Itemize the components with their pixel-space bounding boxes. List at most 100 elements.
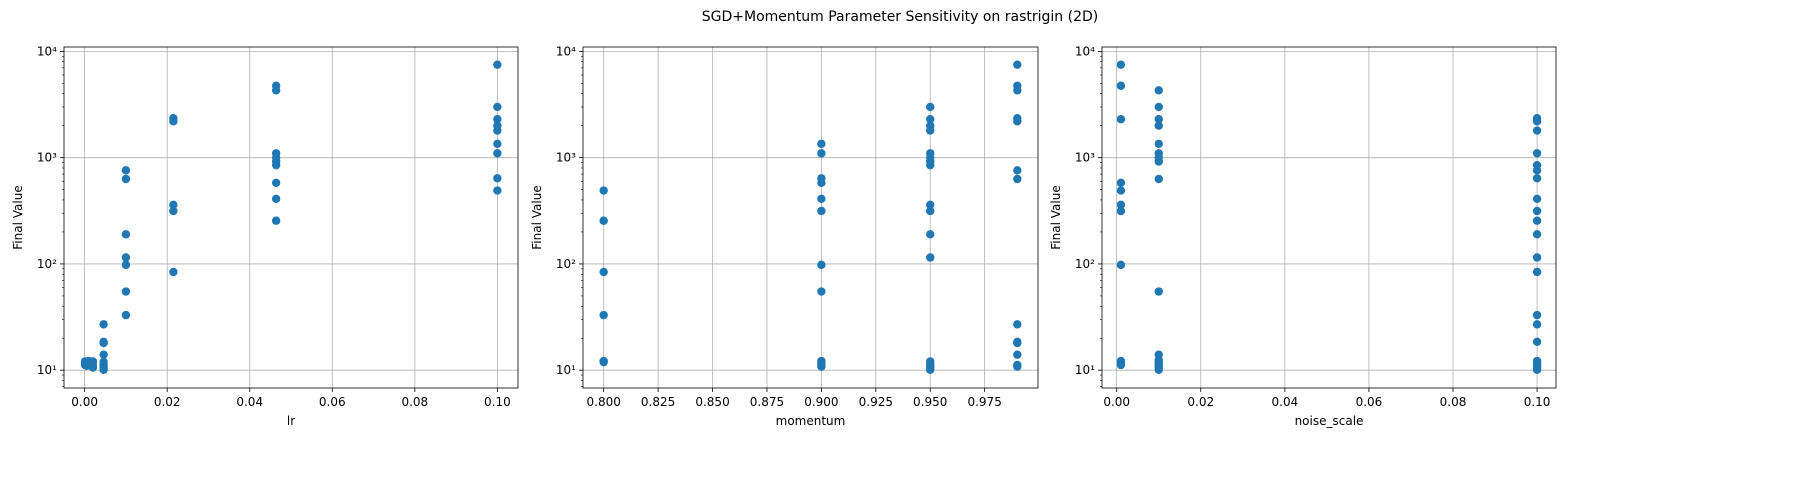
- y-tick-label: 10⁴: [556, 44, 576, 58]
- scatter-point: [121, 174, 131, 184]
- scatter-point: [817, 194, 826, 204]
- scatter-point: [599, 267, 608, 277]
- scatter-series: [1116, 60, 1542, 374]
- scatter-point: [271, 160, 281, 170]
- scatter-point: [493, 149, 502, 158]
- scatter-point: [169, 267, 178, 277]
- scatter-point: [926, 126, 935, 135]
- scatter-point: [1154, 86, 1163, 95]
- scatter-point: [1013, 174, 1022, 184]
- scatter-point: [599, 310, 608, 320]
- scatter-point: [1532, 149, 1542, 158]
- scatter-point: [1532, 337, 1542, 347]
- gridlines: [583, 47, 1038, 388]
- x-tick-label: 0.06: [319, 395, 346, 409]
- scatter-point: [493, 186, 502, 195]
- scatter-point: [121, 230, 131, 239]
- scatter-point: [1013, 117, 1022, 126]
- scatter-point: [99, 338, 108, 348]
- scatter-point: [926, 206, 935, 216]
- x-tick-label: 0.950: [913, 395, 947, 409]
- scatter-point: [1116, 200, 1126, 210]
- x-axis-label: noise_scale: [1295, 414, 1364, 428]
- scatter-point: [121, 310, 131, 320]
- scatter-point: [817, 260, 826, 270]
- axes-frame: [1101, 46, 1557, 389]
- scatter-point: [1013, 60, 1022, 69]
- scatter-point: [1116, 186, 1126, 195]
- scatter-point: [121, 166, 131, 175]
- x-tick-label: 0.00: [1103, 395, 1130, 409]
- scatter-point: [493, 115, 502, 124]
- x-tick-label: 0.850: [695, 395, 729, 409]
- scatter-point: [271, 216, 281, 225]
- scatter-point: [1532, 320, 1542, 329]
- scatter-point: [99, 350, 108, 359]
- x-tick-label: 0.875: [750, 395, 784, 409]
- scatter-point: [926, 230, 935, 239]
- scatter-series: [80, 60, 502, 374]
- scatter-point: [817, 178, 826, 188]
- x-tick-label: 0.825: [641, 395, 675, 409]
- gridlines: [1102, 47, 1556, 388]
- scatter-point: [1116, 206, 1126, 216]
- x-tick-label: 0.06: [1356, 395, 1383, 409]
- scatter-point: [926, 160, 935, 170]
- scatter-point: [169, 117, 178, 126]
- scatter-point: [1532, 267, 1542, 277]
- scatter-point: [1116, 60, 1126, 69]
- scatter-point: [1013, 166, 1022, 175]
- x-tick-label: 0.10: [484, 395, 511, 409]
- scatter-point: [1013, 320, 1022, 329]
- scatter-point: [1154, 287, 1163, 296]
- subplot-1: 0.00 0.02 0.04 0.06 0.08 0.10 lr 10¹ 10² 10³ 10⁴ Fi…: [11, 44, 519, 428]
- scatter-point: [817, 149, 826, 158]
- scatter-point: [1013, 86, 1022, 95]
- y-tick-label: 10²: [1075, 257, 1095, 271]
- x-axis: 0.800 0.825 0.850 0.875 0.900 0.925 0.950 0.975…: [587, 388, 1002, 428]
- scatter-point: [169, 206, 178, 216]
- scatter-point: [817, 139, 826, 149]
- x-tick-label: 0.08: [1440, 395, 1467, 409]
- scatter-point: [1154, 139, 1163, 149]
- subplot-2: 0.800 0.825 0.850 0.875 0.900 0.925 0.950 0.975…: [530, 44, 1039, 428]
- scatter-point: [121, 260, 131, 270]
- y-tick-label: 10¹: [1075, 363, 1095, 377]
- scatter-point: [1116, 360, 1126, 370]
- scatter-point: [1154, 115, 1163, 124]
- scatter-point: [1013, 338, 1022, 348]
- y-tick-label: 10³: [37, 151, 57, 165]
- x-tick-label: 0.800: [587, 395, 621, 409]
- x-tick-label: 0.02: [154, 395, 181, 409]
- scatter-point: [1532, 230, 1542, 239]
- scatter-point: [1532, 166, 1542, 175]
- scatter-point: [88, 357, 98, 366]
- axes-frame: [63, 46, 519, 389]
- scatter-point: [493, 174, 502, 183]
- scatter-point: [121, 287, 131, 296]
- y-axis-label: Final Value: [530, 185, 544, 249]
- x-tick-label: 0.925: [859, 395, 893, 409]
- x-tick-label: 0.10: [1524, 395, 1551, 409]
- scatter-point: [599, 186, 608, 195]
- scatter-point: [1154, 121, 1163, 130]
- x-tick-label: 0.975: [967, 395, 1001, 409]
- scatter-point: [1532, 253, 1542, 262]
- scatter-point: [1154, 365, 1163, 374]
- scatter-point: [1532, 126, 1542, 135]
- x-tick-label: 0.00: [71, 395, 98, 409]
- scatter-point: [1532, 310, 1542, 320]
- x-axis-label: momentum: [776, 414, 846, 428]
- scatter-point: [493, 139, 502, 149]
- scatter-point: [169, 200, 178, 210]
- scatter-point: [926, 115, 935, 124]
- x-tick-label: 0.04: [1272, 395, 1299, 409]
- y-tick-label: 10²: [556, 257, 576, 271]
- y-tick-label: 10⁴: [1075, 44, 1095, 58]
- scatter-point: [99, 365, 108, 374]
- scatter-point: [817, 206, 826, 216]
- scatter-point: [1532, 174, 1542, 183]
- scatter-point: [817, 362, 826, 371]
